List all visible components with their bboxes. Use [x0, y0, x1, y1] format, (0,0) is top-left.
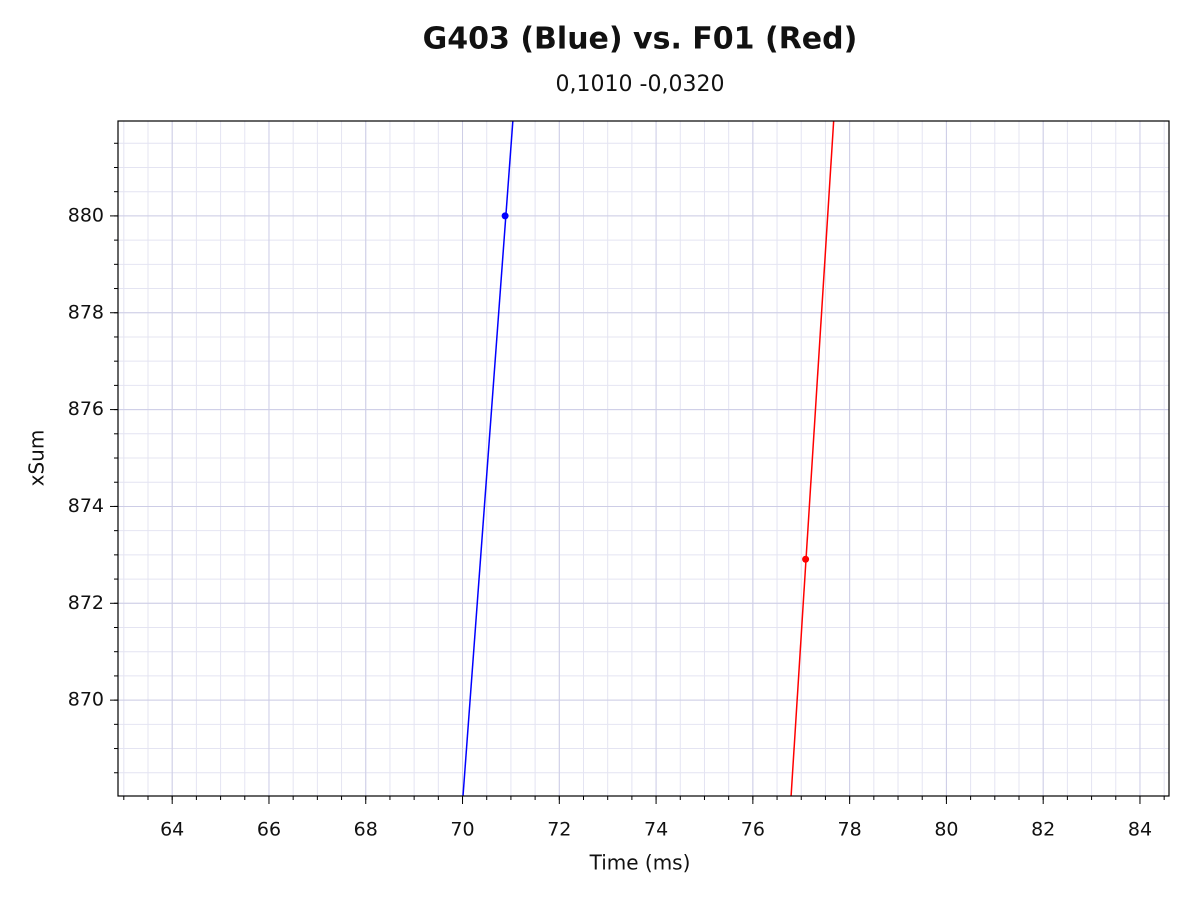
- x-tick-label: 76: [741, 819, 765, 841]
- series-marker: [802, 555, 810, 563]
- grid: [118, 121, 1169, 796]
- chart-subtitle: 0,1010 -0,0320: [556, 72, 725, 97]
- y-tick-label: 870: [68, 689, 104, 711]
- x-tick-label: 82: [1031, 819, 1055, 841]
- x-axis-label: Time (ms): [589, 851, 691, 875]
- y-tick-label: 874: [68, 495, 104, 517]
- x-tick-label: 64: [160, 819, 184, 841]
- y-tick-label: 878: [68, 301, 104, 323]
- axes: 64 66 68 70 72 74 76 78 80 82 84 870 872 874 876 878 880: [68, 142, 1165, 841]
- x-tick-label: 80: [934, 819, 958, 841]
- y-tick-label: 880: [68, 204, 104, 226]
- y-tick-label: 876: [68, 398, 104, 420]
- x-tick-label: 72: [547, 819, 571, 841]
- plot-area: [462, 121, 835, 796]
- x-tick-label: 66: [257, 819, 281, 841]
- x-tick-label: 84: [1128, 819, 1152, 841]
- y-axis-label: xSum: [25, 430, 49, 487]
- series-marker: [501, 212, 509, 220]
- series-line: [462, 121, 514, 796]
- x-tick-label: 78: [838, 819, 862, 841]
- chart-title: G403 (Blue) vs. F01 (Red): [423, 22, 858, 57]
- x-tick-label: 74: [644, 819, 668, 841]
- x-tick-label: 68: [354, 819, 378, 841]
- series-line: [790, 121, 835, 796]
- x-tick-label: 70: [450, 819, 474, 841]
- y-tick-label: 872: [68, 592, 104, 614]
